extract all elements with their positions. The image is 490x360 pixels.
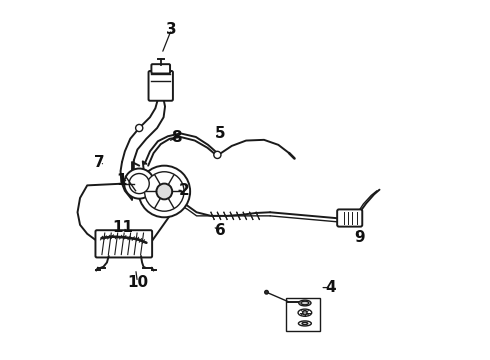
Text: 1: 1 [116,172,126,188]
Bar [286,298,320,330]
Text: 9: 9 [354,230,365,245]
Text: 10: 10 [127,275,148,290]
FancyBboxPatch shape [337,210,362,226]
Text: 6: 6 [215,223,225,238]
FancyBboxPatch shape [148,71,173,101]
Circle shape [265,291,269,294]
Ellipse shape [298,321,311,326]
Text: 5: 5 [215,126,225,141]
Text: 8: 8 [172,130,182,145]
Text: 4: 4 [326,280,336,295]
Circle shape [303,311,307,315]
Text: 11: 11 [113,220,134,235]
Circle shape [214,151,221,158]
Text: 3: 3 [166,22,177,37]
FancyBboxPatch shape [151,64,170,73]
Circle shape [156,184,172,199]
FancyBboxPatch shape [96,230,152,257]
Ellipse shape [298,309,312,316]
Ellipse shape [299,300,311,306]
Ellipse shape [302,322,308,324]
Circle shape [139,166,190,217]
Circle shape [129,174,149,194]
Circle shape [125,178,132,185]
Circle shape [124,168,154,199]
Text: 7: 7 [95,155,105,170]
Circle shape [136,125,143,132]
Circle shape [145,172,184,211]
Text: 2: 2 [179,183,190,198]
Ellipse shape [301,301,309,305]
